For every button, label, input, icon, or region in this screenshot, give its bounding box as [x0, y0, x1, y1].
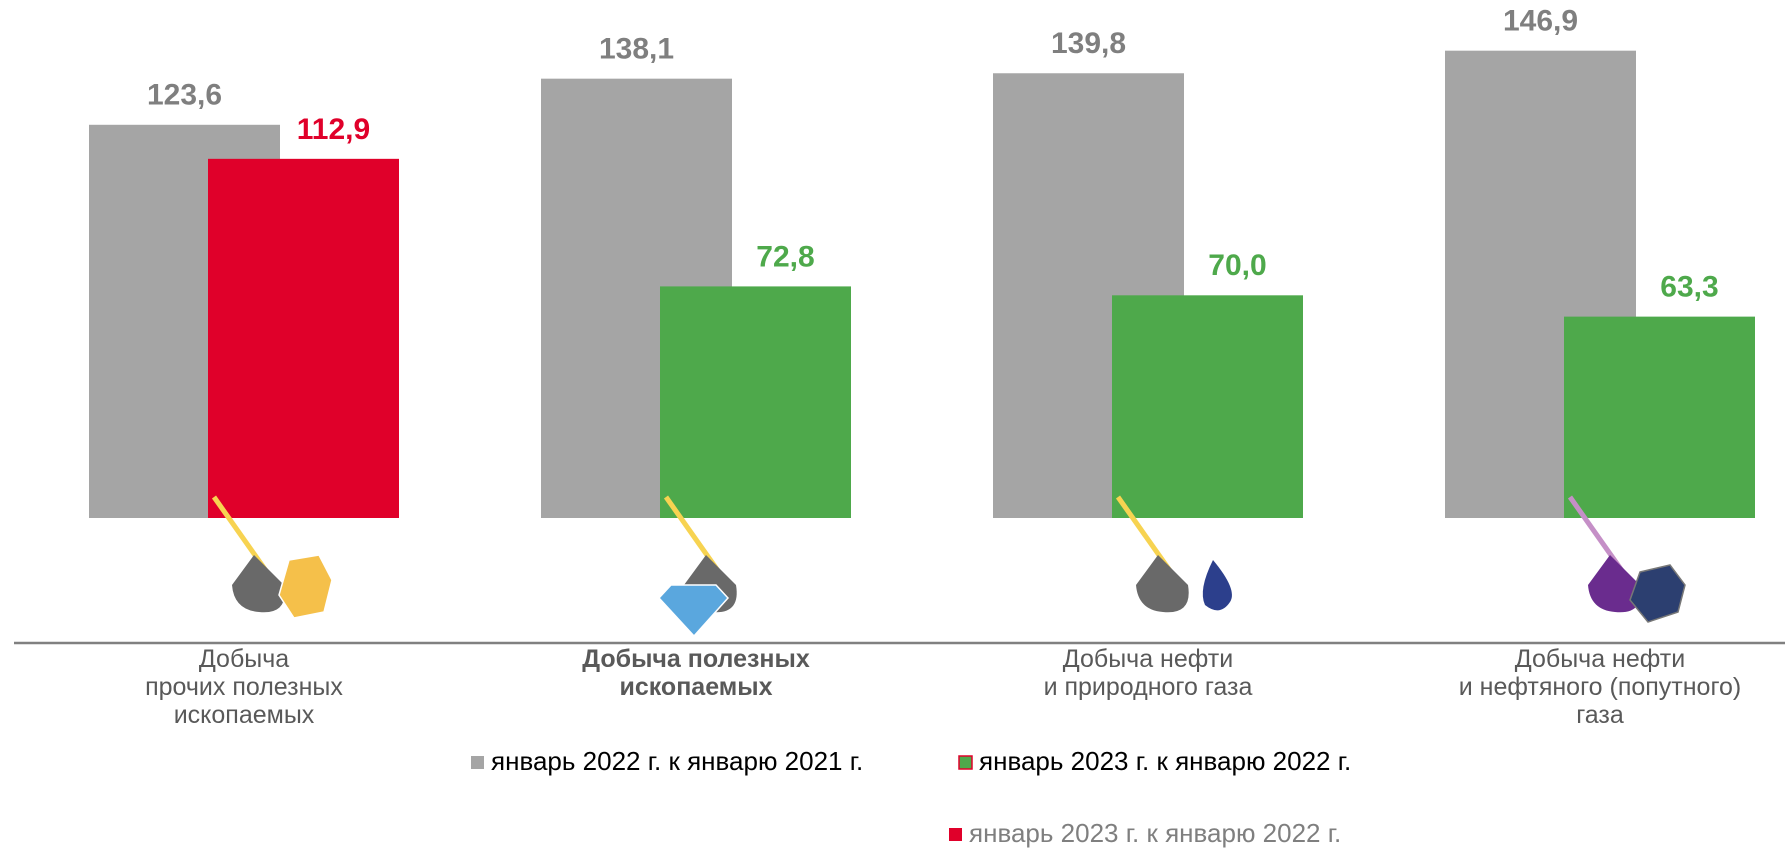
legend-label: январь 2023 г. к январю 2022 г. [979, 746, 1351, 776]
legend-swatch [471, 756, 484, 769]
nugget [278, 554, 333, 619]
diamond [657, 584, 730, 638]
coal [1629, 564, 1686, 623]
value-label: 112,9 [297, 113, 370, 146]
x-tick-label: Добыча нефти и природного газа [1044, 645, 1253, 701]
bar [660, 286, 851, 518]
legend-label: январь 2023 г. к январю 2022 г. [969, 818, 1341, 848]
shovel-blade [1136, 555, 1189, 613]
legend-swatch [949, 828, 962, 841]
legend-label: январь 2022 г. к январю 2021 г. [491, 746, 863, 776]
icon [211, 495, 333, 619]
value-label: 70,0 [1208, 249, 1266, 282]
x-tick-label: Добыча полезных ископаемых [582, 645, 810, 701]
value-label: 146,9 [1503, 5, 1578, 38]
drop [1202, 560, 1232, 611]
icon [657, 495, 737, 638]
legend-swatch [958, 755, 973, 770]
value-label: 72,8 [756, 240, 814, 273]
value-label: 139,8 [1051, 27, 1126, 60]
value-label: 123,6 [147, 79, 222, 112]
icon [1567, 495, 1686, 623]
bar [208, 158, 399, 519]
value-label: 138,1 [599, 33, 674, 66]
shovel-blade [232, 555, 285, 613]
icon [1115, 495, 1232, 613]
x-tick-label: Добыча прочих полезных ископаемых [145, 645, 343, 729]
bar [1564, 316, 1755, 518]
value-label: 63,3 [1660, 271, 1718, 304]
shovel-blade [1588, 555, 1641, 613]
bar [1112, 295, 1303, 518]
x-tick-label: Добыча нефти и нефтяного (попутного) газа [1459, 645, 1742, 729]
